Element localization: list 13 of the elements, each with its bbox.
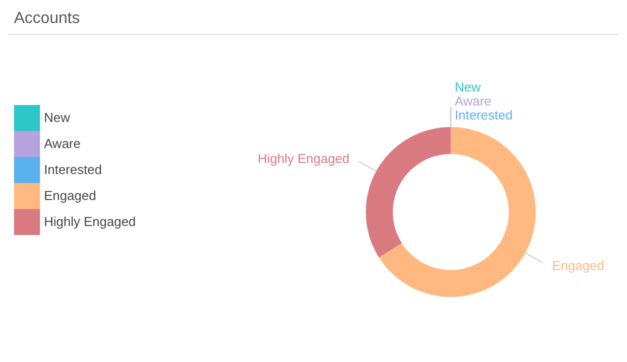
- legend-label: Interested: [44, 162, 102, 178]
- legend-label: New: [44, 110, 70, 126]
- category-label: Aware: [454, 94, 492, 108]
- legend-label: Highly Engaged: [44, 214, 136, 230]
- legend-label: Aware: [44, 136, 81, 152]
- slice-label: Highly Engaged: [258, 151, 350, 166]
- donut-slice: [366, 127, 451, 258]
- legend-label: Engaged: [44, 188, 96, 204]
- category-label: Interested: [454, 108, 513, 122]
- chart-title: Accounts: [8, 8, 619, 35]
- category-label: New: [454, 80, 481, 94]
- slice-label: Engaged: [552, 258, 604, 273]
- donut-slice: [379, 127, 536, 297]
